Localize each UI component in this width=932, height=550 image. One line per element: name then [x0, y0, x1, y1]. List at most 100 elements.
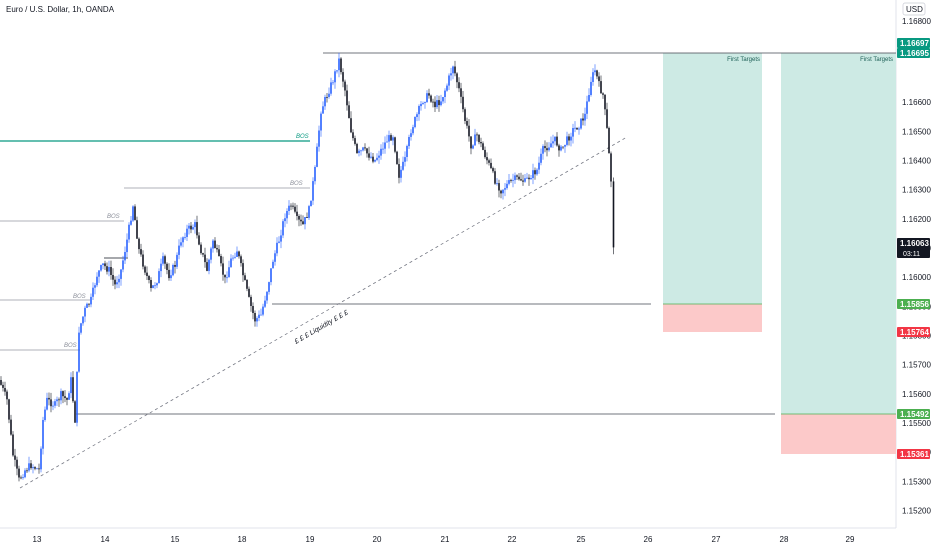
currency-box[interactable] — [902, 2, 926, 16]
candle-body — [590, 81, 592, 95]
candle-body — [362, 147, 364, 151]
candle-body — [494, 171, 496, 184]
candle-body — [368, 153, 370, 158]
candle-body — [92, 287, 94, 297]
candle-body — [212, 240, 214, 249]
candle-body — [198, 235, 200, 245]
candle-body — [258, 314, 260, 318]
candle-body — [390, 135, 392, 141]
price-badge-label: 1.16695 — [900, 49, 929, 58]
candle-body — [418, 106, 420, 115]
y-tick-label: 1.16400 — [902, 157, 931, 166]
bos-label-5: BOS — [64, 343, 77, 349]
candle-body — [516, 175, 518, 177]
candle-body — [338, 58, 340, 71]
candle-body — [400, 169, 402, 178]
candle-body — [174, 265, 176, 267]
candle-body — [454, 66, 456, 74]
candle-body — [370, 156, 372, 158]
candle-body — [336, 70, 338, 72]
x-tick-label: 21 — [441, 535, 450, 544]
candle-body — [44, 409, 46, 420]
candle-body — [358, 150, 360, 153]
candle-body — [504, 188, 506, 190]
candle-body — [278, 241, 280, 243]
price-badge — [897, 299, 930, 309]
position-box-2[interactable]: First Targets — [781, 53, 896, 454]
candle-body — [260, 314, 262, 316]
candle-body — [318, 130, 320, 147]
bos-label-2: BOS — [290, 181, 303, 187]
candle-body — [478, 134, 480, 143]
candle-body — [606, 109, 608, 128]
price-badge — [897, 327, 930, 337]
x-tick-label: 18 — [238, 535, 247, 544]
candle-body — [404, 157, 406, 162]
candle-body — [498, 183, 500, 191]
candle-body — [64, 396, 66, 398]
candle-body — [438, 100, 440, 106]
candle-body — [190, 225, 192, 230]
candle-body — [564, 144, 566, 147]
candle-body — [342, 72, 344, 82]
price-badge-label: 1.15764 — [900, 328, 929, 337]
candle-body — [446, 85, 448, 91]
candle-body — [262, 306, 264, 315]
candle-body — [220, 256, 222, 264]
candle-body — [30, 463, 32, 469]
candle-body — [600, 81, 602, 94]
candle-body — [18, 468, 20, 478]
price-badge — [897, 238, 930, 258]
candle-body — [282, 221, 284, 236]
candle-body — [222, 263, 224, 275]
candle-body — [106, 266, 108, 272]
candle-body — [196, 222, 198, 236]
liquidity-trendline[interactable] — [19, 136, 628, 489]
candle-body — [350, 118, 352, 133]
price-badge-label: 1.16697 — [900, 39, 929, 48]
candle-body — [552, 141, 554, 144]
candle-body — [300, 219, 302, 222]
x-tick-label: 13 — [33, 535, 42, 544]
candle-body — [354, 138, 356, 144]
candle-body — [570, 136, 572, 141]
candle-body — [242, 263, 244, 276]
candle-body — [50, 399, 52, 407]
candle-body — [188, 225, 190, 229]
candle-body — [0, 380, 2, 385]
candle-body — [402, 161, 404, 170]
candle-body — [304, 217, 306, 225]
candle-body — [38, 468, 40, 470]
candle-body — [60, 391, 62, 401]
candle-body — [422, 103, 424, 104]
candle-body — [548, 147, 550, 151]
stop-zone-1 — [663, 304, 762, 332]
candle-body — [126, 239, 128, 253]
target-label-2: First Targets — [860, 57, 893, 63]
y-tick-label: 1.16000 — [902, 273, 931, 282]
position-box-1[interactable]: First Targets — [663, 53, 762, 332]
candle-body — [562, 146, 564, 148]
candle-body — [42, 420, 44, 449]
candle-body — [14, 455, 16, 460]
candle-body — [140, 249, 142, 255]
candle-body — [148, 276, 150, 280]
candle-body — [46, 397, 48, 410]
candle-body — [440, 101, 442, 106]
candle-body — [560, 146, 562, 151]
candle-body — [576, 127, 578, 130]
candle-body — [584, 113, 586, 121]
candle-body — [528, 177, 530, 180]
candle-body — [216, 248, 218, 250]
candle-body — [586, 101, 588, 114]
candle-body — [158, 271, 160, 284]
candle-body — [496, 183, 498, 184]
level-lines — [0, 52, 896, 415]
candle-body — [460, 88, 462, 97]
candle-body — [88, 303, 90, 305]
candle-body — [26, 470, 28, 472]
candle-body — [24, 470, 26, 478]
candle-body — [160, 263, 162, 272]
